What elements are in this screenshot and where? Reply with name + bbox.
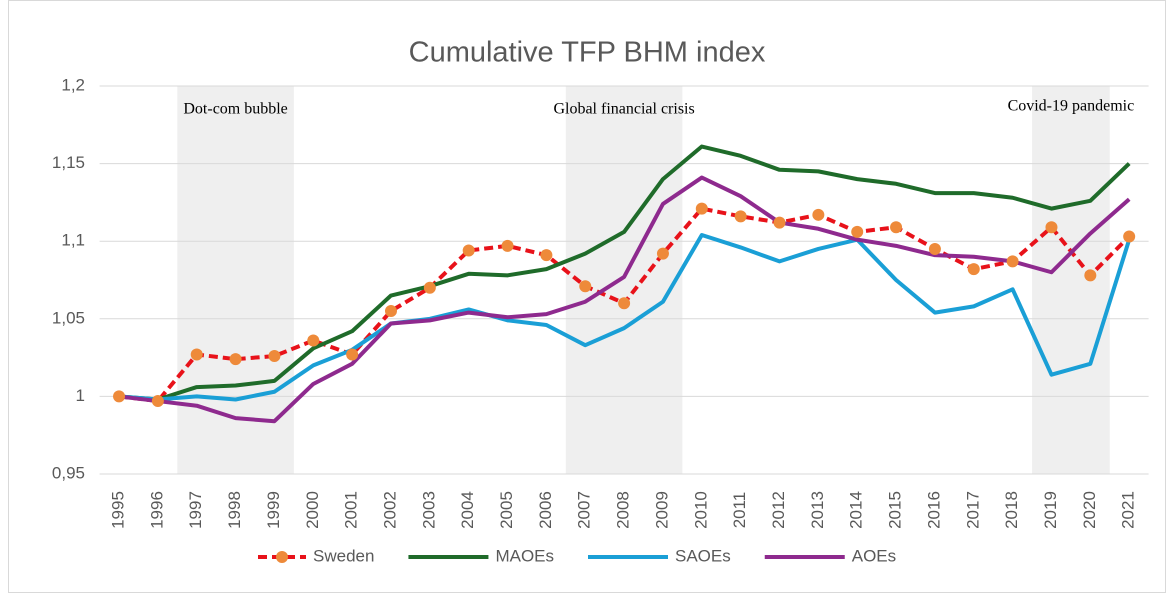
- series-marker: [229, 353, 242, 366]
- series-marker: [1084, 269, 1097, 282]
- series-marker: [1045, 221, 1058, 234]
- period-shade: [565, 86, 683, 474]
- x-tick-label: 1997: [186, 491, 205, 529]
- y-tick-label: 1,15: [52, 153, 85, 172]
- legend: Sweden MAOEs SAOEs AOEs: [258, 546, 896, 565]
- series-marker: [346, 348, 359, 361]
- x-tick-label: 2018: [1002, 491, 1021, 529]
- x-tick-label: 2006: [536, 491, 555, 529]
- period-label: Global financial crisis: [553, 101, 694, 118]
- x-tick-label: 2005: [497, 491, 516, 529]
- x-tick-label: 1995: [109, 491, 128, 529]
- legend-label: MAOEs: [495, 546, 554, 565]
- y-tick-label: 1,1: [61, 231, 85, 250]
- x-tick-label: 2015: [886, 491, 905, 529]
- x-tick-label: 2003: [419, 491, 438, 529]
- series-marker: [307, 334, 320, 347]
- series-marker: [1006, 255, 1019, 268]
- y-tick-label: 1,05: [52, 308, 85, 327]
- chart-border: [8, 0, 1166, 593]
- series-marker: [890, 221, 903, 234]
- legend-label: Sweden: [313, 546, 374, 565]
- legend-label: SAOEs: [675, 546, 731, 565]
- period-label: Dot-com bubble: [183, 101, 287, 118]
- x-tick-label: 2019: [1041, 491, 1060, 529]
- series-marker: [151, 395, 164, 408]
- series-line: [118, 175, 1131, 424]
- x-tick-label: 2008: [614, 491, 633, 529]
- x-tick-label: 2017: [963, 491, 982, 529]
- x-tick-label: 2010: [691, 491, 710, 529]
- series-marker: [812, 208, 825, 221]
- series-marker: [384, 305, 397, 318]
- series-marker: [618, 297, 631, 310]
- series-marker: [734, 210, 747, 223]
- legend-marker: [276, 551, 288, 563]
- x-tick-label: 2004: [458, 491, 477, 529]
- period-shade: [1032, 86, 1110, 474]
- x-tick-label: 2021: [1119, 491, 1138, 529]
- series-line: [118, 144, 1131, 402]
- series-marker: [501, 239, 514, 252]
- x-tick-label: 1998: [225, 491, 244, 529]
- series-marker: [1123, 230, 1136, 243]
- y-tick-label: 1: [76, 386, 85, 405]
- x-tick-label: 1996: [147, 491, 166, 529]
- x-tick-label: 2020: [1080, 491, 1099, 529]
- series-marker: [656, 247, 669, 260]
- period-label: Covid-19 pandemic: [1008, 98, 1135, 115]
- series-marker: [423, 281, 436, 294]
- y-tick-label: 1,2: [61, 75, 85, 94]
- series-marker: [928, 242, 941, 255]
- x-tick-label: 2009: [652, 491, 671, 529]
- series-marker: [773, 216, 786, 229]
- series-marker: [113, 390, 126, 403]
- series-marker: [190, 348, 203, 361]
- series-line: [118, 232, 1132, 402]
- x-tick-label: 2014: [847, 491, 866, 529]
- series-marker: [695, 202, 708, 215]
- x-tick-label: 1999: [264, 491, 283, 529]
- chart-title: Cumulative TFP BHM index: [409, 37, 766, 69]
- x-tick-label: 2013: [808, 491, 827, 529]
- x-tick-label: 2011: [730, 492, 749, 529]
- series-marker: [462, 244, 475, 257]
- series-marker: [540, 249, 553, 262]
- x-tick-label: 2007: [575, 491, 594, 529]
- legend-label: AOEs: [852, 546, 896, 565]
- series-marker: [967, 263, 980, 276]
- x-tick-label: 2002: [380, 491, 399, 529]
- series-marker: [579, 280, 592, 293]
- x-tick-label: 2000: [303, 491, 322, 529]
- x-tick-label: 2016: [924, 491, 943, 529]
- period-shade: [177, 86, 294, 474]
- x-tick-label: 2012: [769, 491, 788, 529]
- x-tick-label: 2001: [342, 491, 361, 529]
- series-marker: [268, 350, 281, 363]
- series-marker: [851, 225, 864, 238]
- y-tick-label: 0,95: [52, 463, 85, 482]
